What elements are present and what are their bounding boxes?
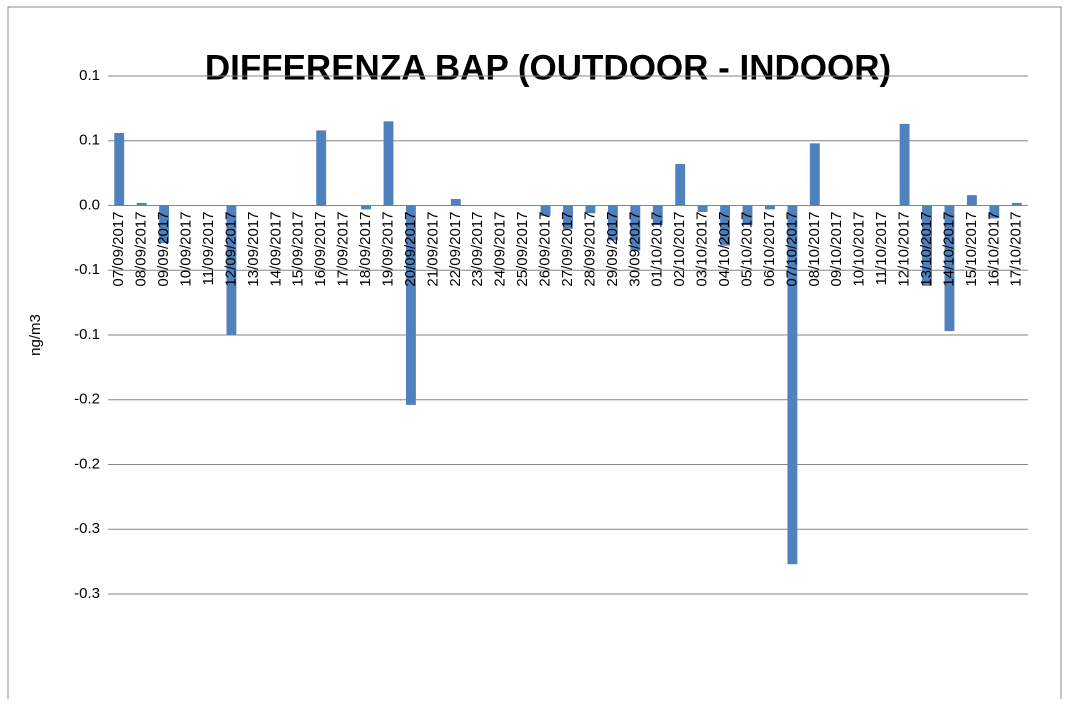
bar: [809, 143, 820, 206]
bar: [765, 205, 775, 210]
bar: [361, 205, 371, 210]
y-tick-label: -0.2: [74, 455, 100, 472]
x-tick-label: 13/10/2017: [918, 212, 935, 287]
bar: [787, 205, 798, 565]
x-tick-label: 21/09/2017: [424, 212, 441, 287]
x-tick-label: 02/10/2017: [671, 212, 688, 287]
x-tick-label: 07/09/2017: [110, 212, 127, 287]
x-tick-label: 04/10/2017: [716, 212, 733, 287]
x-tick-label: 09/10/2017: [828, 212, 845, 287]
x-tick-label: 12/10/2017: [896, 212, 913, 287]
bar: [1011, 202, 1022, 206]
bar: [966, 195, 977, 206]
x-tick-label: 14/09/2017: [267, 212, 284, 287]
x-tick-label: 22/09/2017: [447, 212, 464, 287]
bar: [405, 205, 416, 405]
bar: [136, 202, 147, 206]
x-tick-label: 29/09/2017: [604, 212, 621, 287]
y-tick-label: -0.3: [74, 520, 100, 537]
x-tick-label: 18/09/2017: [357, 212, 374, 287]
x-tick-label: 15/10/2017: [963, 212, 980, 287]
y-tick-label: -0.3: [74, 585, 100, 602]
chart-frame: [7, 6, 1062, 704]
x-tick-label: 27/09/2017: [559, 212, 576, 287]
x-tick-label: 05/10/2017: [738, 212, 755, 287]
x-tick-label: 14/10/2017: [940, 212, 957, 287]
bar: [630, 205, 641, 251]
bar: [114, 132, 125, 206]
y-tick-label: -0.1: [74, 261, 100, 278]
bar: [540, 205, 551, 216]
bar: [922, 205, 932, 286]
bar: [944, 205, 955, 332]
bar: [585, 205, 596, 214]
x-tick-label: 12/09/2017: [222, 212, 239, 287]
x-tick-label: 20/09/2017: [402, 212, 419, 287]
x-tick-label: 25/09/2017: [514, 212, 531, 287]
bar: [989, 205, 1000, 219]
bar: [697, 205, 708, 212]
bar: [226, 205, 237, 335]
y-axis-label: ng/m3: [27, 314, 44, 356]
y-tick-label: 0.0: [79, 196, 100, 213]
x-tick-label: 30/09/2017: [626, 212, 643, 287]
x-tick-label: 17/10/2017: [1008, 212, 1025, 287]
x-tick-label: 16/09/2017: [312, 212, 329, 287]
x-tick-label: 09/09/2017: [155, 212, 172, 287]
bar: [316, 130, 327, 206]
x-tick-label: 06/10/2017: [761, 212, 778, 287]
bar: [899, 123, 910, 206]
x-tick-label: 15/09/2017: [290, 212, 307, 287]
y-tick-label: 0.1: [79, 67, 100, 84]
y-tick-label: -0.1: [74, 326, 100, 343]
bar: [159, 205, 170, 244]
x-tick-label: 28/09/2017: [581, 212, 598, 287]
y-tick-label: 0.1: [79, 132, 100, 149]
x-tick-label: 26/09/2017: [537, 212, 554, 287]
x-tick-label: 24/09/2017: [492, 212, 509, 287]
bar: [607, 205, 618, 241]
x-tick-label: 10/10/2017: [851, 212, 868, 287]
bar: [720, 205, 731, 246]
x-tick-label: 11/10/2017: [873, 212, 890, 286]
x-tick-label: 08/10/2017: [806, 212, 823, 287]
bar: [450, 199, 461, 206]
x-tick-label: 07/10/2017: [783, 212, 800, 287]
x-tick-label: 19/09/2017: [379, 212, 396, 287]
x-tick-label: 03/10/2017: [694, 212, 711, 287]
bar: [675, 164, 686, 206]
x-tick-label: 13/09/2017: [245, 212, 262, 287]
x-tick-label: 16/10/2017: [985, 212, 1002, 287]
x-tick-label: 01/10/2017: [649, 212, 666, 287]
bar: [652, 205, 663, 225]
bar: [563, 205, 573, 229]
chart-title: DIFFERENZA BAP (OUTDOOR - INDOOR): [205, 48, 891, 87]
bar: [742, 205, 753, 225]
x-tick-label: 10/09/2017: [178, 212, 195, 287]
x-tick-label: 08/09/2017: [133, 212, 150, 287]
x-tick-label: 23/09/2017: [469, 212, 486, 287]
x-tick-label: 17/09/2017: [335, 212, 352, 287]
y-tick-label: -0.2: [74, 391, 100, 408]
x-tick-label: 11/09/2017: [200, 212, 217, 286]
bar: [383, 121, 394, 206]
